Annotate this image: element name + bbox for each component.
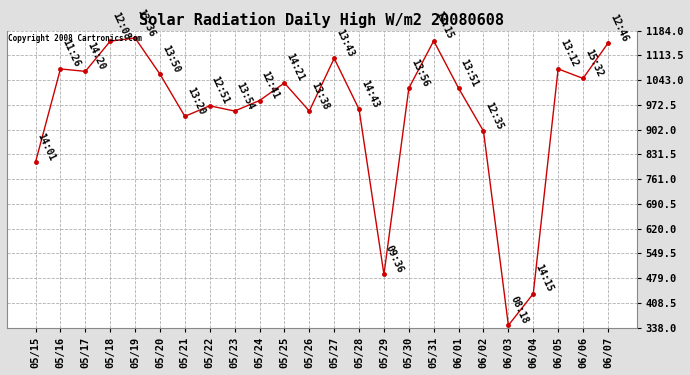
Text: 11:26: 11:26 bbox=[61, 38, 82, 69]
Text: 13:12: 13:12 bbox=[558, 38, 580, 69]
Text: 14:43: 14:43 bbox=[359, 78, 381, 109]
Title: Solar Radiation Daily High W/m2 20080608: Solar Radiation Daily High W/m2 20080608 bbox=[139, 12, 504, 28]
Text: 13:20: 13:20 bbox=[185, 86, 206, 116]
Text: 12:46: 12:46 bbox=[608, 12, 629, 43]
Text: 12:08: 12:08 bbox=[110, 10, 132, 41]
Text: 15:32: 15:32 bbox=[583, 48, 604, 78]
Text: 13:36: 13:36 bbox=[135, 7, 157, 38]
Text: 13:54: 13:54 bbox=[235, 80, 256, 111]
Text: 13:51: 13:51 bbox=[459, 57, 480, 88]
Text: 13:43: 13:43 bbox=[334, 27, 355, 58]
Text: Copyright 2008 Cartronics.com: Copyright 2008 Cartronics.com bbox=[8, 34, 142, 43]
Text: 13:15: 13:15 bbox=[434, 10, 455, 41]
Text: 14:01: 14:01 bbox=[36, 131, 57, 162]
Text: 09:36: 09:36 bbox=[384, 243, 406, 274]
Text: 14:21: 14:21 bbox=[284, 52, 306, 83]
Text: 12:35: 12:35 bbox=[484, 100, 505, 131]
Text: 13:38: 13:38 bbox=[309, 80, 331, 111]
Text: 12:51: 12:51 bbox=[210, 75, 231, 106]
Text: 08:18: 08:18 bbox=[509, 294, 530, 326]
Text: 12:41: 12:41 bbox=[259, 70, 281, 100]
Text: 14:20: 14:20 bbox=[86, 40, 107, 71]
Text: 13:56: 13:56 bbox=[409, 57, 431, 88]
Text: 13:50: 13:50 bbox=[160, 44, 181, 74]
Text: 14:15: 14:15 bbox=[533, 263, 555, 294]
